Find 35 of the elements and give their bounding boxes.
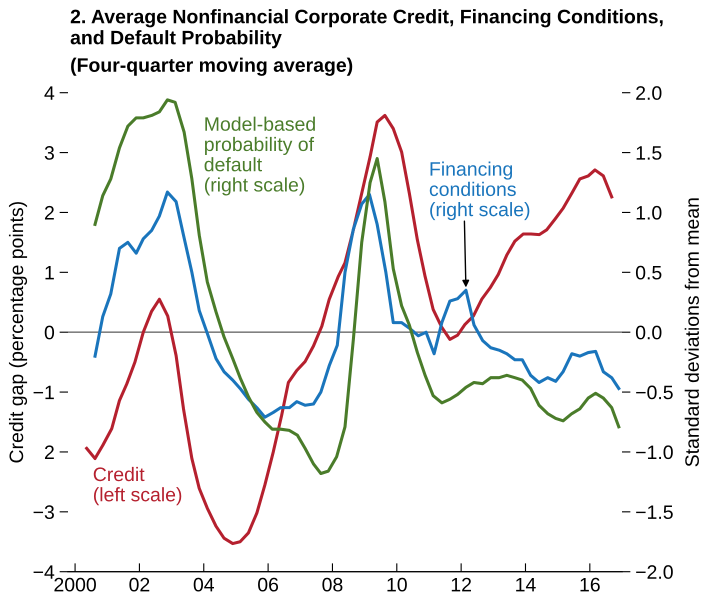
y2-tick-label: −0.5 — [636, 386, 673, 400]
x-tick-label: 02 — [129, 578, 150, 592]
x-tick-label: 2000 — [54, 578, 96, 592]
y-tick-label: −1 — [34, 386, 54, 400]
y-tick-label: 4 — [44, 86, 54, 100]
y2-tick-label: 1.5 — [636, 146, 662, 160]
y2-tick-label: 0.0 — [636, 326, 662, 340]
text: Financing conditions (right scale) — [430, 162, 530, 220]
y-tick-label: 1 — [45, 266, 54, 280]
y2-tick-label: 2.0 — [636, 86, 662, 100]
y-tick-label: 0 — [44, 326, 54, 340]
y2-tick-label: −2.0 — [636, 565, 673, 579]
chart-subtitle: (Four-quarter moving average) — [71, 58, 352, 76]
y2-tick-label: −1.5 — [636, 505, 673, 520]
chart-title: 2. Average Nonfinancial Corporate Credit, Financing Conditions, and Default Probability — [70, 9, 663, 48]
x-tick-label: 16 — [580, 578, 600, 592]
x-tick-label: 10 — [387, 578, 407, 592]
y2-tick-label: 0.5 — [636, 266, 662, 280]
x-tick-label: 04 — [194, 578, 214, 592]
series-label: Model-based probability of default (right scale) — [204, 116, 315, 196]
x-tick-label: 12 — [452, 578, 471, 592]
y-tick-label: 2 — [44, 206, 54, 220]
y-tick-label: 2 — [44, 445, 54, 459]
y2-axis-title: Standard deviations from mean — [684, 198, 699, 466]
series-label: Credit (left scale) — [94, 466, 182, 506]
y-axis-title: Credit gap (percentage points) — [8, 202, 28, 463]
x-tick-label: 08 — [322, 578, 342, 592]
x-tick-label: 06 — [258, 578, 278, 592]
y-tick-label: −4 — [34, 565, 54, 579]
y-tick-label: 3 — [44, 146, 54, 160]
y2-tick-label: −1.0 — [636, 445, 673, 460]
line-series — [85, 114, 614, 546]
x-tick-label: 14 — [516, 578, 536, 592]
y2-tick-label: 1.0 — [636, 206, 662, 220]
y-tick-label: −3 — [34, 505, 54, 520]
